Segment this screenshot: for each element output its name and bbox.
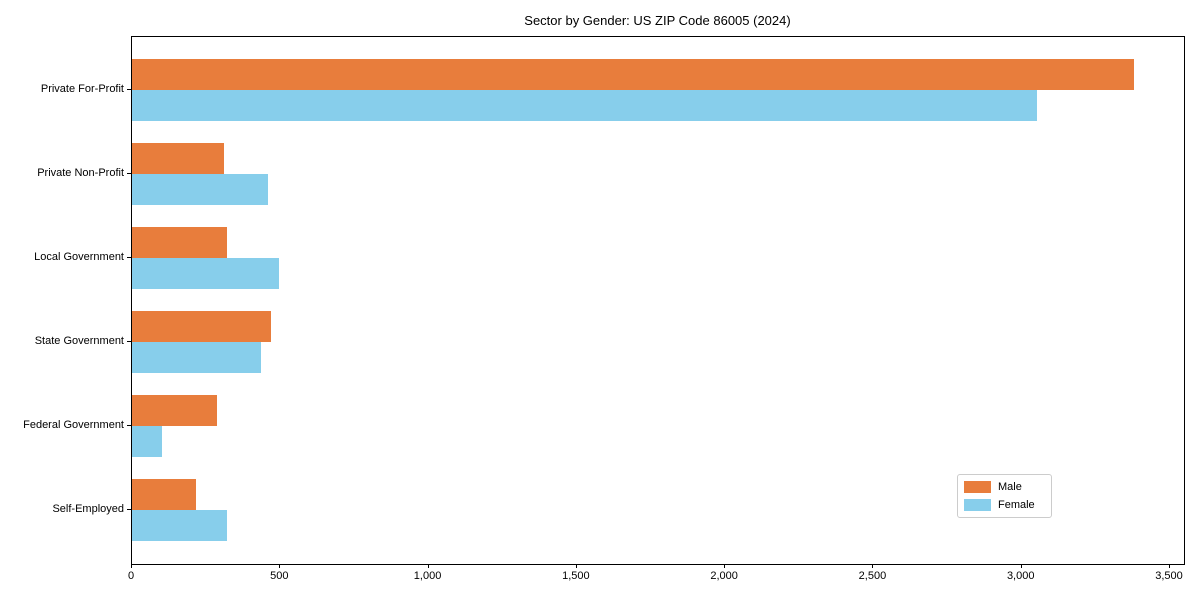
y-tick-label: Self-Employed: [52, 503, 124, 515]
plot-area: [131, 36, 1185, 565]
bar-female-4: [132, 426, 162, 457]
x-tick-label: 1,500: [562, 570, 590, 582]
bar-female-2: [132, 258, 279, 289]
bar-male-1: [132, 143, 224, 174]
bar-male-0: [132, 59, 1135, 90]
legend-swatch-female: [964, 499, 991, 511]
x-tick-label: 3,500: [1155, 570, 1183, 582]
legend-label: Male: [998, 481, 1022, 493]
y-tick-mark: [127, 257, 131, 258]
bar-female-0: [132, 90, 1037, 121]
y-tick-label: Private For-Profit: [40, 83, 124, 95]
bar-male-4: [132, 395, 217, 426]
y-tick-mark: [127, 173, 131, 174]
x-tick-label: 0: [127, 570, 135, 582]
y-tick-label: Private Non-Profit: [37, 167, 124, 179]
y-tick-label: Federal Government: [23, 419, 124, 431]
x-tick-mark: [427, 564, 429, 568]
x-tick-mark: [575, 564, 577, 568]
bar-female-5: [132, 510, 227, 541]
x-tick-mark: [279, 564, 281, 568]
legend-row-female: Female: [964, 499, 1043, 511]
bar-female-1: [132, 174, 269, 205]
x-tick-label: 2,000: [710, 570, 738, 582]
x-tick-label: 500: [270, 570, 289, 582]
y-tick-label: State Government: [34, 335, 124, 347]
legend-swatch-male: [964, 481, 991, 493]
chart-title: Sector by Gender: US ZIP Code 86005 (202…: [524, 13, 791, 28]
x-tick-mark: [1169, 564, 1170, 568]
y-tick-label: Local Government: [34, 251, 124, 263]
y-tick-mark: [127, 509, 131, 510]
bar-female-3: [132, 342, 261, 373]
x-tick-mark: [1020, 564, 1022, 568]
bar-male-2: [132, 227, 227, 258]
x-tick-mark: [872, 564, 874, 568]
x-tick-label: 3,000: [1006, 570, 1035, 582]
legend-label: Female: [998, 499, 1035, 511]
x-tick-mark: [131, 564, 132, 568]
legend-row-male: Male: [964, 481, 1043, 493]
x-tick-mark: [724, 564, 726, 568]
y-tick-mark: [127, 341, 131, 342]
y-tick-mark: [127, 425, 131, 426]
x-tick-label: 2,500: [858, 570, 887, 582]
legend: Male Female: [957, 474, 1052, 518]
bar-male-3: [132, 311, 272, 342]
bar-male-5: [132, 479, 196, 510]
x-tick-label: 1,000: [413, 570, 442, 582]
y-tick-mark: [127, 89, 131, 90]
